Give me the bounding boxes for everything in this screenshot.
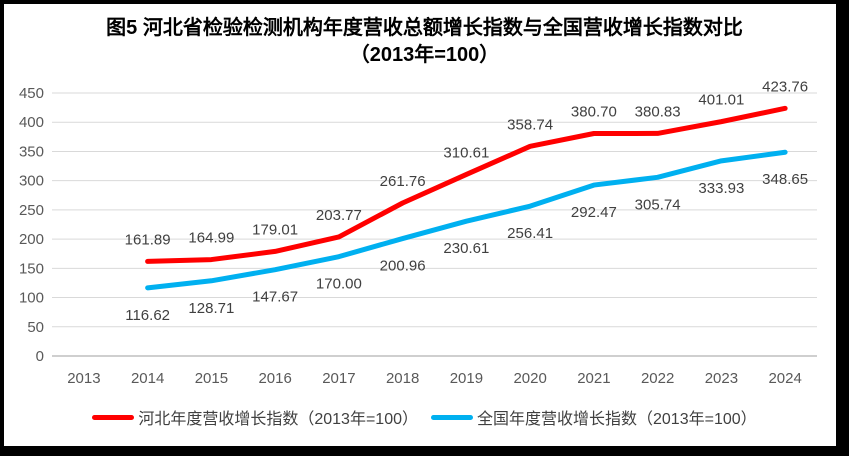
x-axis-tick-label: 2014 [131,370,164,387]
y-axis-tick-label: 200 [19,231,44,248]
hebei-line-swatch [92,414,135,420]
x-axis-tick-label: 2022 [641,370,674,387]
legend: 河北年度营收增长指数（2013年=100） 全国年度营收增长指数（2013年=1… [0,404,849,430]
national-data-label: 116.62 [125,307,170,324]
y-axis-tick-label: 300 [19,173,44,190]
national-data-label: 256.41 [507,225,553,242]
hebei-data-label: 203.77 [316,207,362,224]
x-axis-tick-label: 2020 [513,370,546,387]
y-axis-tick-label: 350 [19,143,44,160]
y-axis-tick-label: 250 [19,202,44,219]
chart-title-line1: 图5 河北省检验检测机构年度营收总额增长指数与全国营收增长指数对比 [106,17,743,39]
legend-label-hebei: 河北年度营收增长指数（2013年=100） [138,411,418,428]
y-axis-tick-label: 450 [19,85,44,102]
hebei-series-line [145,105,788,264]
legend-label-national: 全国年度营收增长指数（2013年=100） [477,411,757,428]
chart-title-line2: （2013年=100） [349,44,500,66]
y-axis-tick-label: 0 [36,348,44,365]
x-axis-tick-label: 2019 [450,370,483,387]
hebei-data-label: 164.99 [188,230,234,247]
x-axis-tick-label: 2024 [768,370,801,387]
x-axis-tick-label: 2018 [386,370,419,387]
x-axis-tick-label: 2015 [195,370,228,387]
y-axis-tick-label: 50 [27,319,44,336]
hebei-data-label: 380.70 [571,104,617,121]
x-axis-tick-label: 2023 [705,370,738,387]
national-data-label: 348.65 [762,171,808,188]
national-line-swatch [431,414,473,420]
legend-item-national: 全国年度营收增长指数（2013年=100） [431,405,757,429]
y-axis-tick-label: 400 [19,114,44,131]
national-data-label: 170.00 [316,276,362,293]
hebei-data-label: 310.61 [443,144,489,161]
national-data-label: 128.71 [188,300,234,317]
chart-title: 图5 河北省检验检测机构年度营收总额增长指数与全国营收增长指数对比 （2013年… [0,15,849,69]
national-data-label: 147.67 [252,289,298,306]
legend-item-hebei: 河北年度营收增长指数（2013年=100） [92,405,418,429]
hebei-data-label: 358.74 [507,116,553,133]
x-axis-tick-label: 2021 [577,370,610,387]
national-data-label: 292.47 [571,204,617,221]
hebei-data-label: 380.83 [635,103,681,120]
national-series-line [145,149,788,291]
national-data-label: 333.93 [698,180,744,197]
x-axis-tick-label: 2017 [322,370,355,387]
national-data-label: 305.74 [635,196,681,213]
hebei-data-label: 401.01 [698,92,744,109]
hebei-data-label: 161.89 [125,231,171,248]
hebei-data-label: 179.01 [252,221,298,238]
y-axis-tick-label: 100 [19,290,44,307]
national-data-label: 230.61 [443,240,489,257]
x-axis-tick-label: 2013 [67,370,100,387]
hebei-data-label: 423.76 [762,78,808,95]
hebei-data-label: 261.76 [380,173,426,190]
x-axis-tick-label: 2016 [258,370,291,387]
y-axis-tick-label: 150 [19,260,44,277]
national-data-label: 200.96 [380,258,426,275]
